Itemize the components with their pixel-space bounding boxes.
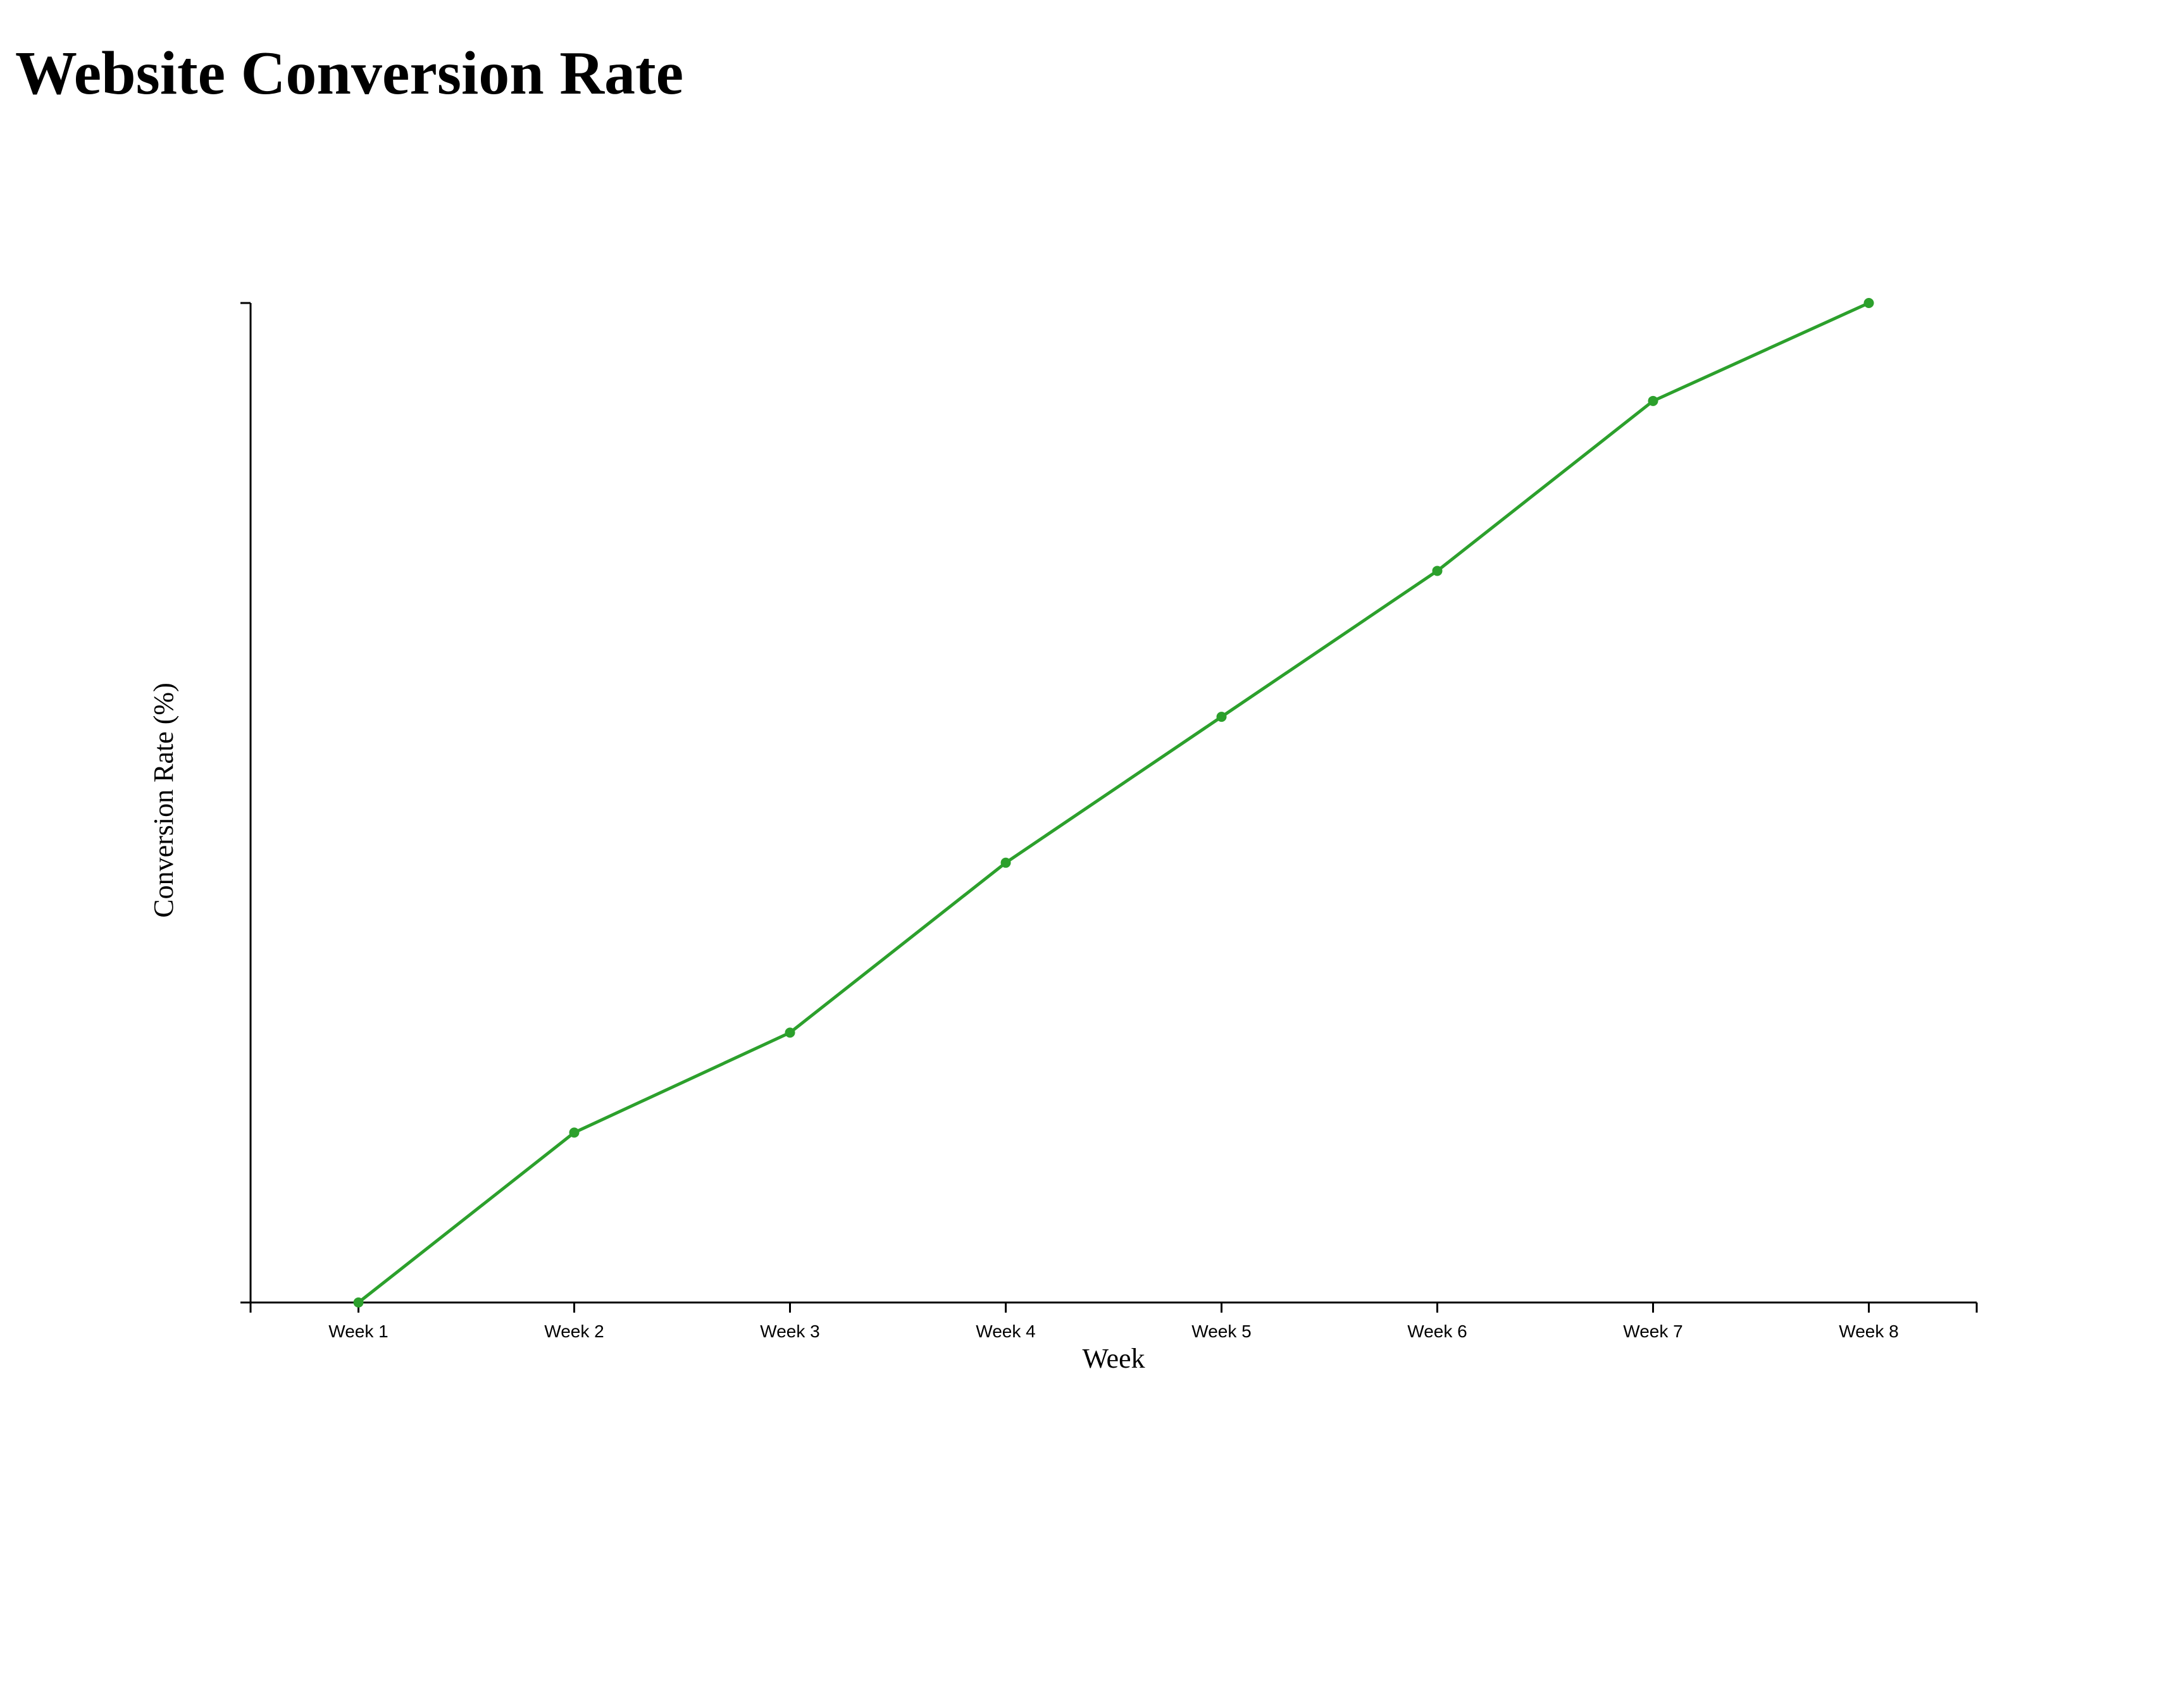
x-axis-title: Week xyxy=(1082,1343,1145,1374)
data-point xyxy=(1216,712,1227,722)
data-point xyxy=(1863,298,1874,308)
page-title: Website Conversion Rate xyxy=(15,39,684,108)
x-tick-label: Week 7 xyxy=(1623,1321,1682,1341)
x-tick-label: Week 8 xyxy=(1839,1321,1898,1341)
x-tick-label: Week 1 xyxy=(328,1321,388,1341)
x-axis: Week 1 Week 2 Week 3 Week 4 Week 5 Week 6 Week… xyxy=(249,1301,1978,1341)
y-axis-title: Conversion Rate (%) xyxy=(148,683,179,917)
data-point xyxy=(1432,566,1443,576)
x-tick-label: Week 4 xyxy=(976,1321,1035,1341)
series-layer xyxy=(353,298,1874,1308)
data-point xyxy=(353,1297,364,1308)
x-tick-label: Week 2 xyxy=(544,1321,604,1341)
series-line xyxy=(357,301,1870,1304)
y-axis xyxy=(240,302,252,1304)
x-tick-label: Week 6 xyxy=(1407,1321,1467,1341)
x-tick-label: Week 5 xyxy=(1191,1321,1251,1341)
x-tick-label: Week 3 xyxy=(760,1321,819,1341)
data-point xyxy=(1648,395,1658,406)
data-point xyxy=(1000,857,1011,868)
data-point xyxy=(785,1027,795,1038)
data-point xyxy=(569,1127,580,1138)
